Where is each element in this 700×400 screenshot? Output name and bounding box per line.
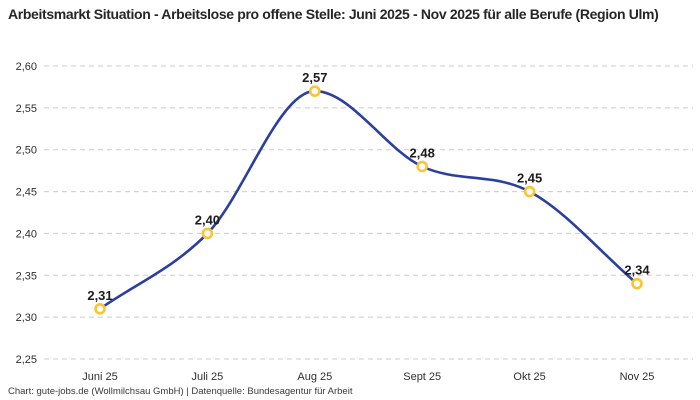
data-point-label: 2,34 [624,263,650,278]
data-point-marker [201,227,214,240]
x-axis-tick-label: Aug 25 [297,371,332,383]
x-axis-tick-label: Juni 25 [82,371,117,383]
y-axis-tick-label: 2,25 [16,354,37,366]
gridlines-layer [44,65,693,360]
data-point-label: 2,48 [410,145,435,160]
y-axis-tick-label: 2,35 [16,270,37,282]
x-axis-tick-label: Okt 25 [513,371,545,383]
y-axis-tick-label: 2,40 [16,228,37,240]
series-line [98,89,639,311]
data-point-marker [308,85,321,97]
x-axis-tick-label: Sept 25 [403,371,441,383]
chart-footer-credit: Chart: gute-jobs.de (Wollmilchsau GmbH) … [8,386,353,397]
y-axis-tick-label: 2,60 [16,61,37,73]
data-point-label: 2,57 [302,70,327,85]
y-axis-tick-label: 2,45 [16,187,37,199]
y-axis-tick-label: 2,55 [16,103,37,115]
data-point-marker [94,302,106,315]
x-axis-tick-label: Juli 25 [192,371,224,383]
data-series-layer: 2,31 2,40 2,57 2,48 2,45 2,34 [87,70,650,315]
y-axis-tick-label: 2,30 [16,312,37,324]
y-axis-tick-label: 2,50 [16,145,37,157]
data-point-label: 2,31 [87,288,112,303]
data-point-marker [523,185,536,198]
data-point-label: 2,45 [517,171,542,186]
data-point-label: 2,40 [195,212,220,227]
data-point-marker [416,160,429,173]
axis-labels-layer: 2,60 2,55 2,50 2,45 2,40 2,35 2,30 2,25 Juni 25 J… [16,61,655,383]
data-point-marker [631,277,643,290]
x-axis-tick-label: Nov 25 [620,371,655,383]
chart-title: Arbeitsmarkt Situation - Arbeitslose pro… [8,6,659,22]
